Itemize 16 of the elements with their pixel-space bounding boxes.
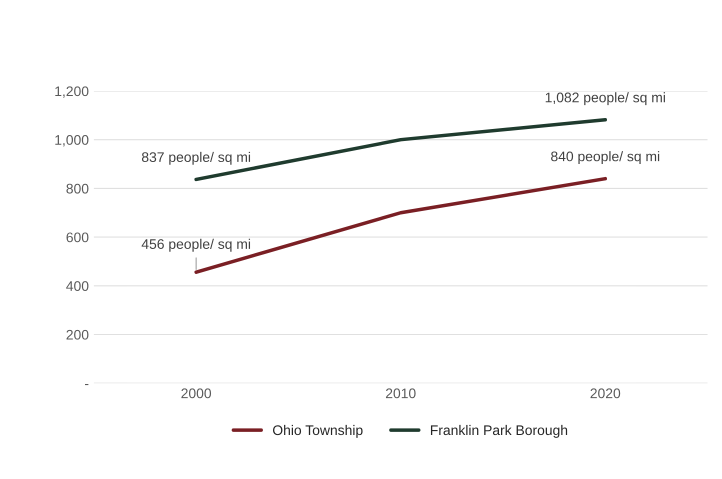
- x-tick-label: 2010: [386, 388, 416, 398]
- y-tick-label: 200: [66, 330, 88, 340]
- annotation: 840 people/ sq mi: [551, 151, 660, 164]
- annotation: 837 people/ sq mi: [142, 152, 250, 165]
- y-tick-label: 800: [66, 184, 88, 194]
- annotation: 456 people/ sq mi: [142, 238, 250, 252]
- y-tick-label: -: [84, 384, 88, 386]
- y-tick-label: 400: [66, 281, 88, 291]
- annotation: 1,082 people/ sq mi: [546, 92, 665, 106]
- y-tick-label: 600: [66, 232, 88, 242]
- legend-label: Franklin Park Borough: [430, 424, 568, 438]
- x-tick-label: 2020: [590, 388, 620, 398]
- y-tick-label: 1,000: [55, 135, 88, 147]
- x-tick-label: 2000: [181, 388, 212, 398]
- legend-label: Ohio Township: [272, 424, 363, 438]
- y-tick-label: 1,200: [55, 86, 88, 98]
